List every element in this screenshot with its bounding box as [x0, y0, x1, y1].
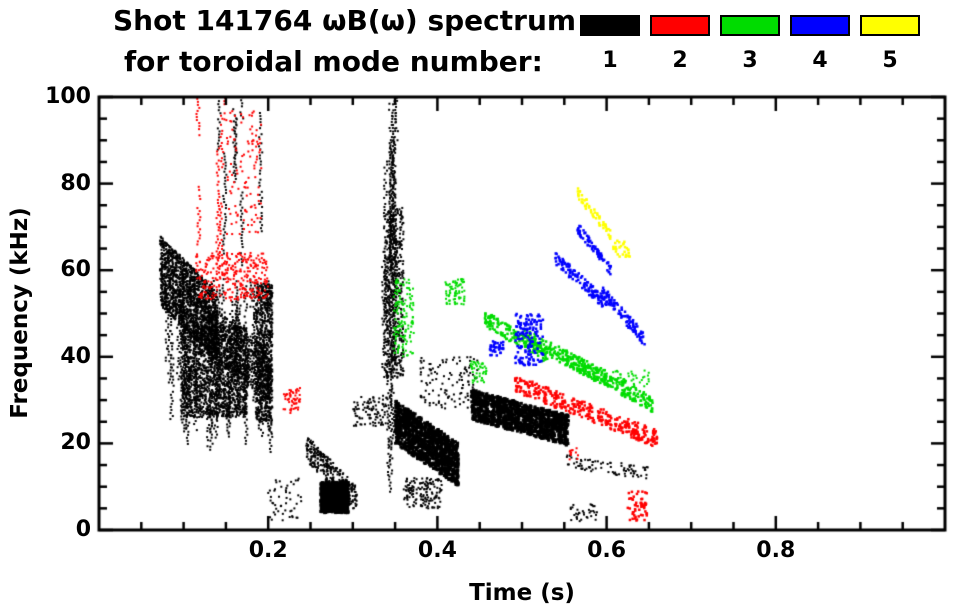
legend-entry: 3: [720, 15, 780, 73]
chart-subtitle: for toroidal mode number:: [124, 45, 543, 78]
y-tick-label: 20: [60, 430, 91, 456]
legend-entry: 1: [580, 15, 640, 73]
legend-mode-number: 5: [882, 48, 898, 73]
y-axis-label: Frequency (kHz): [7, 207, 33, 419]
chart-title: Shot 141764 ωB(ω) spectrum: [113, 4, 577, 37]
legend-color-swatch: [650, 15, 710, 36]
mode-number-legend: 1 2 3 4 5: [580, 15, 920, 73]
legend-color-swatch: [790, 15, 850, 36]
x-axis-label: Time (s): [469, 580, 575, 606]
legend-entry: 2: [650, 15, 710, 73]
legend-entry: 5: [860, 15, 920, 73]
y-tick-label: 40: [60, 343, 91, 369]
legend-entry: 4: [790, 15, 850, 73]
legend-mode-number: 1: [602, 48, 618, 73]
legend-color-swatch: [720, 15, 780, 36]
legend-color-swatch: [580, 15, 640, 36]
x-tick-label: 0.8: [756, 538, 796, 563]
legend-mode-number: 3: [742, 48, 758, 73]
y-tick-label: 0: [75, 517, 91, 542]
y-tick-label: 80: [60, 170, 91, 196]
legend-mode-number: 2: [672, 48, 688, 73]
x-tick-label: 0.2: [248, 538, 288, 563]
y-tick-label: 60: [60, 257, 91, 283]
x-tick-label: 0.4: [417, 538, 457, 563]
x-tick-label: 0.6: [587, 538, 627, 563]
y-tick-label: 100: [45, 84, 91, 109]
legend-color-swatch: [860, 15, 920, 36]
legend-mode-number: 4: [812, 48, 828, 73]
